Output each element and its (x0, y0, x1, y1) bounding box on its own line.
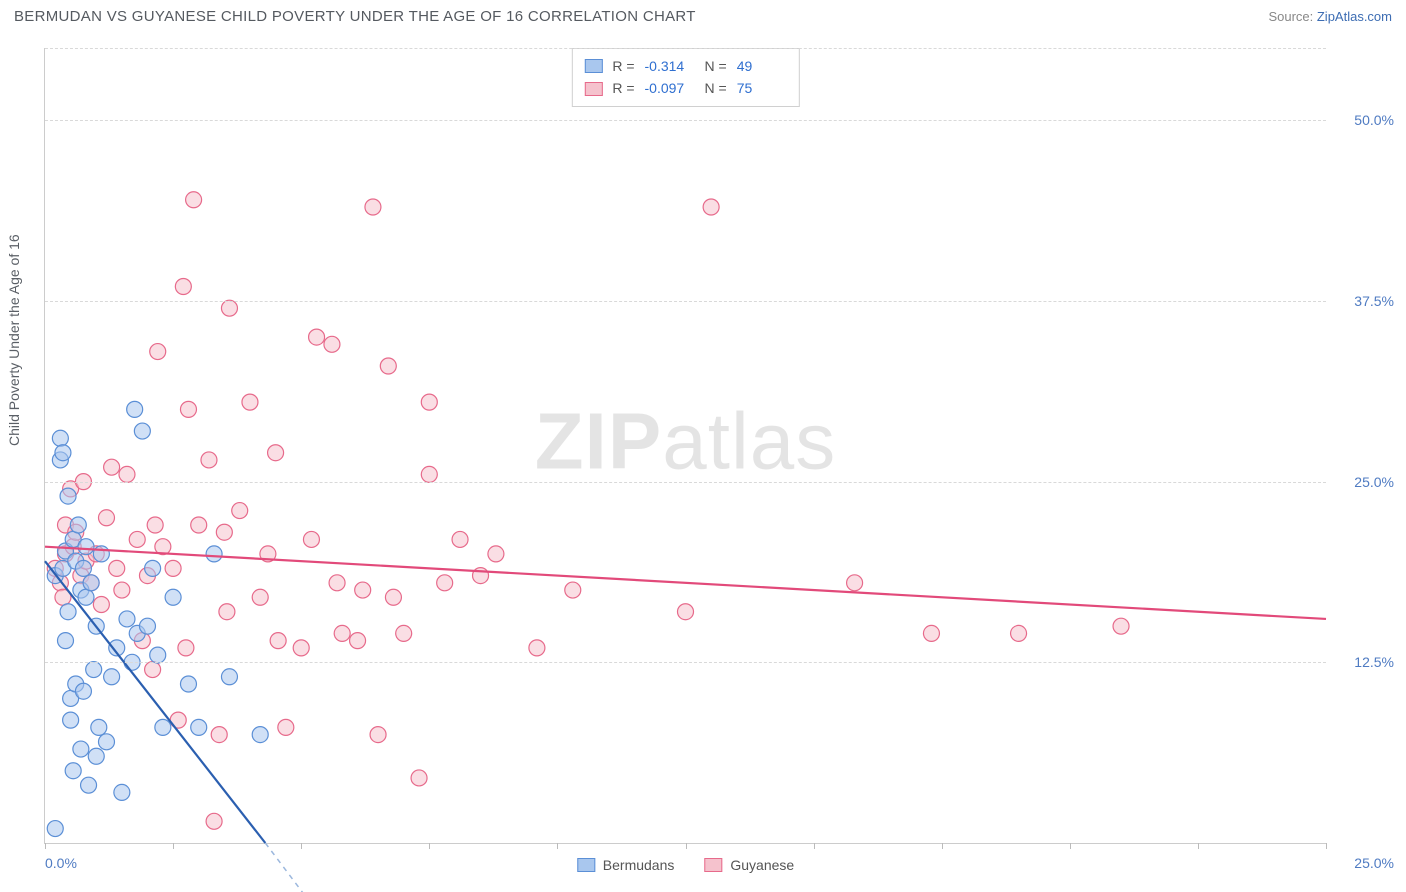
legend-swatch-guyanese (704, 858, 722, 872)
source-prefix: Source: (1268, 9, 1316, 24)
stats-row-bermudans: R = -0.314 N = 49 (584, 55, 786, 77)
x-label-right: 25.0% (1354, 855, 1394, 871)
y-tick-label: 50.0% (1354, 112, 1394, 128)
y-tick-label: 37.5% (1354, 293, 1394, 309)
stats-n-value-0: 49 (737, 55, 787, 77)
stats-row-guyanese: R = -0.097 N = 75 (584, 77, 786, 99)
chart-title: BERMUDAN VS GUYANESE CHILD POVERTY UNDER… (14, 8, 696, 25)
scatter-svg (45, 48, 1326, 843)
y-tick-label: 12.5% (1354, 654, 1394, 670)
y-tick-label: 25.0% (1354, 474, 1394, 490)
stats-n-label: N = (705, 55, 727, 77)
legend-item-bermudans: Bermudans (577, 857, 675, 873)
stats-box: R = -0.314 N = 49 R = -0.097 N = 75 (571, 48, 799, 107)
x-label-left: 0.0% (45, 855, 77, 871)
stats-r-value-0: -0.314 (645, 55, 695, 77)
swatch-bermudans (584, 59, 602, 73)
legend-swatch-bermudans (577, 858, 595, 872)
stats-r-value-1: -0.097 (645, 77, 695, 99)
header: BERMUDAN VS GUYANESE CHILD POVERTY UNDER… (0, 0, 1406, 29)
swatch-guyanese (584, 82, 602, 96)
legend-label-1: Guyanese (730, 857, 794, 873)
stats-n-label: N = (705, 77, 727, 99)
legend-label-0: Bermudans (603, 857, 675, 873)
stats-r-label: R = (612, 55, 634, 77)
y-axis-title: Child Poverty Under the Age of 16 (6, 234, 22, 446)
chart-plot-area: ZIPatlas R = -0.314 N = 49 R = -0.097 N … (44, 48, 1326, 844)
legend: Bermudans Guyanese (577, 857, 794, 873)
stats-n-value-1: 75 (737, 77, 787, 99)
source: Source: ZipAtlas.com (1268, 9, 1392, 24)
stats-r-label: R = (612, 77, 634, 99)
source-link[interactable]: ZipAtlas.com (1317, 9, 1392, 24)
legend-item-guyanese: Guyanese (704, 857, 794, 873)
